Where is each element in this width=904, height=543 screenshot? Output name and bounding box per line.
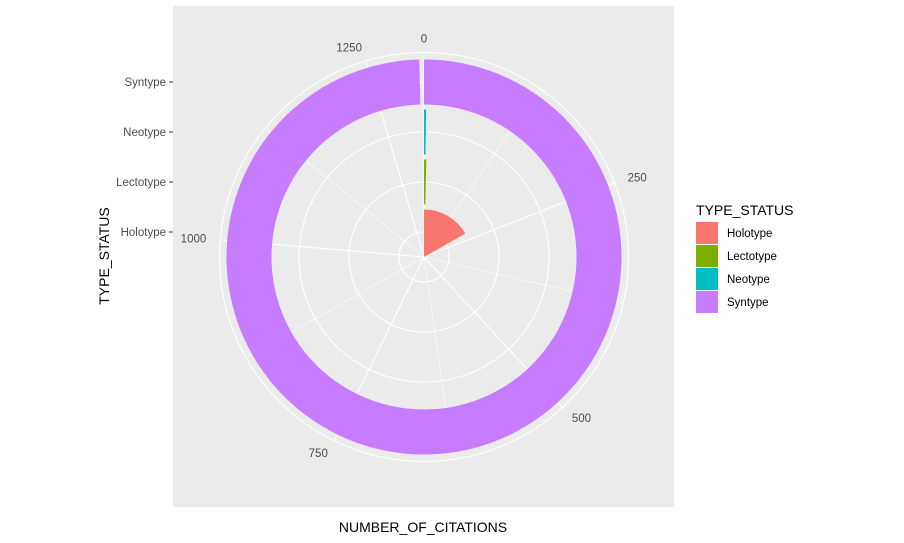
theta-tick-label: 750 <box>309 448 328 460</box>
y-axis-title: TYPE_STATUS <box>96 207 112 305</box>
legend-label: Neotype <box>727 274 770 286</box>
y-tick-label: Holotype <box>121 227 166 239</box>
legend-key <box>696 222 718 244</box>
theta-tick-label: 250 <box>628 173 647 185</box>
legend-key <box>696 291 718 313</box>
theta-tick-label: 500 <box>572 413 591 425</box>
bar-lectotype <box>424 159 427 205</box>
y-tick-label: Lectotype <box>116 177 166 189</box>
bars <box>226 59 622 455</box>
theta-tick-label: 1000 <box>181 234 207 246</box>
bar-neotype <box>424 109 427 155</box>
legend-key <box>696 245 718 267</box>
legend-key <box>696 268 718 290</box>
theta-axis-ticks: 0 250 500 750 1000 1250 <box>181 34 647 461</box>
theta-tick-label: 0 <box>421 34 427 46</box>
legend-title: TYPE_STATUS <box>696 202 794 218</box>
legend-items: Holotype Lectotype Neotype Syntype <box>696 222 777 313</box>
legend-label: Syntype <box>727 297 769 309</box>
legend: TYPE_STATUS Holotype Lectotype Neotype Synt… <box>696 202 794 313</box>
theta-tick-label: 1250 <box>336 42 362 54</box>
legend-label: Holotype <box>727 228 772 240</box>
y-tick-label: Neotype <box>123 127 166 139</box>
y-axis-ticks: Holotype Lectotype Neotype Syntype <box>116 77 173 239</box>
x-axis-title: NUMBER_OF_CITATIONS <box>339 519 507 535</box>
y-tick-label: Syntype <box>124 77 166 89</box>
legend-label: Lectotype <box>727 251 777 263</box>
bar-holotype <box>424 209 466 257</box>
